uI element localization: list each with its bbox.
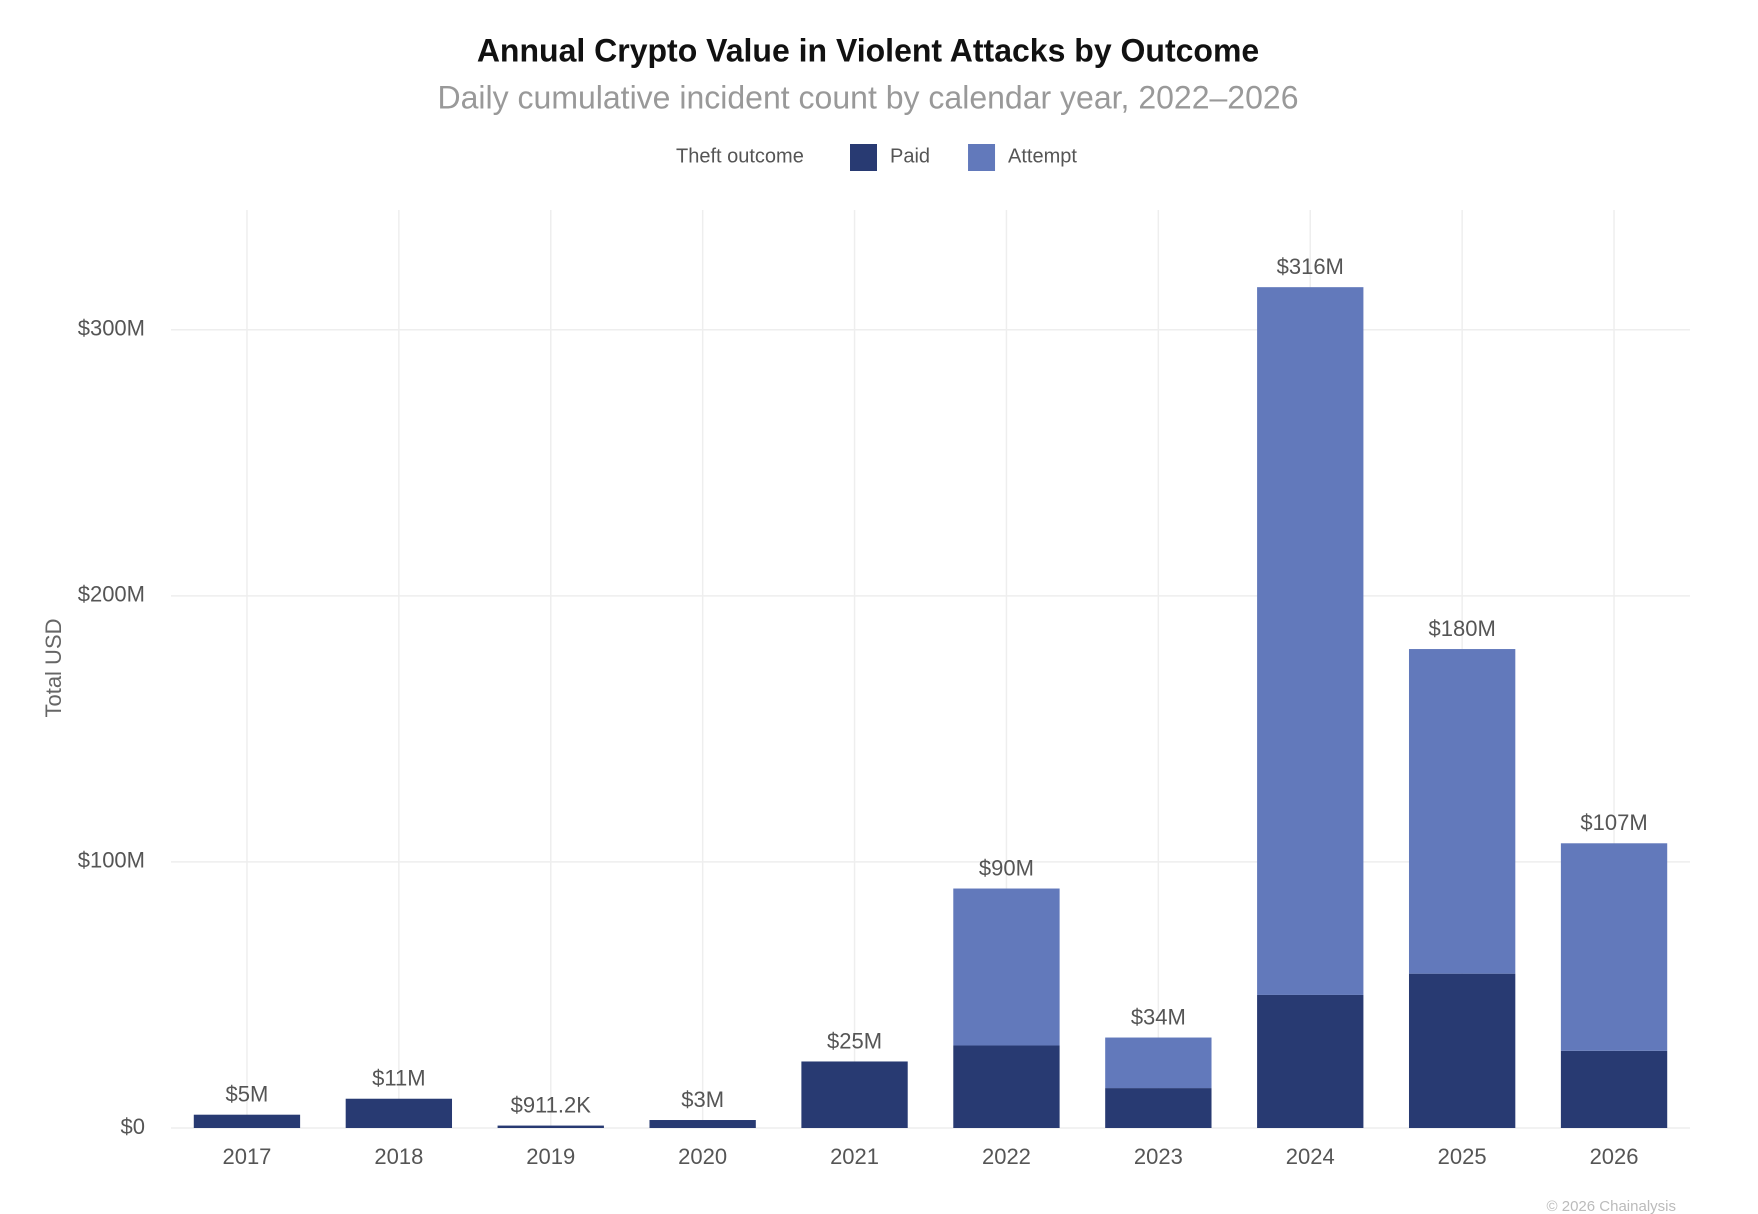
y-tick-label: $0: [121, 1114, 145, 1139]
bar-segment: [1257, 287, 1364, 995]
chart-title: Annual Crypto Value in Violent Attacks b…: [477, 32, 1259, 68]
y-tick-label: $300M: [78, 316, 145, 341]
x-tick-label: 2021: [830, 1144, 879, 1169]
x-tick-label: 2025: [1438, 1144, 1487, 1169]
y-tick-label: $100M: [78, 848, 145, 873]
bar-segment: [1560, 1050, 1668, 1128]
x-tick-label: 2022: [982, 1144, 1031, 1169]
x-tick-label: 2020: [678, 1144, 727, 1169]
legend-label: Attempt: [1008, 145, 1077, 167]
bar-segment: [1257, 994, 1364, 1128]
legend-swatch: [968, 144, 996, 171]
total-label: $911.2K: [511, 1092, 592, 1117]
bar-segment: [193, 1114, 301, 1128]
legend-title: Theft outcome: [676, 145, 804, 167]
legend-label: Paid: [890, 145, 930, 167]
x-tick-label: 2019: [526, 1144, 575, 1169]
total-label: $90M: [979, 855, 1034, 880]
total-label: $34M: [1131, 1004, 1186, 1029]
bar-segment: [953, 888, 1060, 1046]
bar-segment: [497, 1125, 604, 1128]
y-axis-title: Total USD: [41, 618, 66, 717]
total-label: $5M: [226, 1082, 269, 1107]
x-tick-label: 2017: [222, 1144, 271, 1169]
total-label: $11M: [372, 1066, 425, 1091]
bar-segment: [953, 1045, 1060, 1128]
bar-segment: [1105, 1088, 1212, 1128]
bar-segment: [1105, 1037, 1212, 1089]
x-tick-label: 2024: [1286, 1144, 1335, 1169]
legend-swatch: [850, 144, 877, 171]
total-label: $25M: [827, 1028, 882, 1053]
bar-segment: [649, 1120, 756, 1128]
total-label: $3M: [681, 1087, 724, 1112]
total-label: $316M: [1277, 254, 1344, 279]
bar-segment: [801, 1061, 908, 1128]
bar-segment: [1560, 843, 1668, 1051]
x-tick-label: 2026: [1590, 1144, 1639, 1169]
bar-segment: [345, 1098, 453, 1128]
bar-segment: [1408, 649, 1516, 974]
x-tick-label: 2018: [374, 1144, 423, 1169]
source: © 2026 Chainalysis: [1547, 1198, 1676, 1214]
total-label: $180M: [1429, 616, 1496, 641]
x-tick-label: 2023: [1134, 1144, 1183, 1169]
bar-segment: [1408, 973, 1516, 1128]
y-tick-label: $200M: [78, 582, 145, 607]
chart-subtitle: Daily cumulative incident count by calen…: [438, 79, 1299, 115]
total-label: $107M: [1580, 810, 1647, 835]
